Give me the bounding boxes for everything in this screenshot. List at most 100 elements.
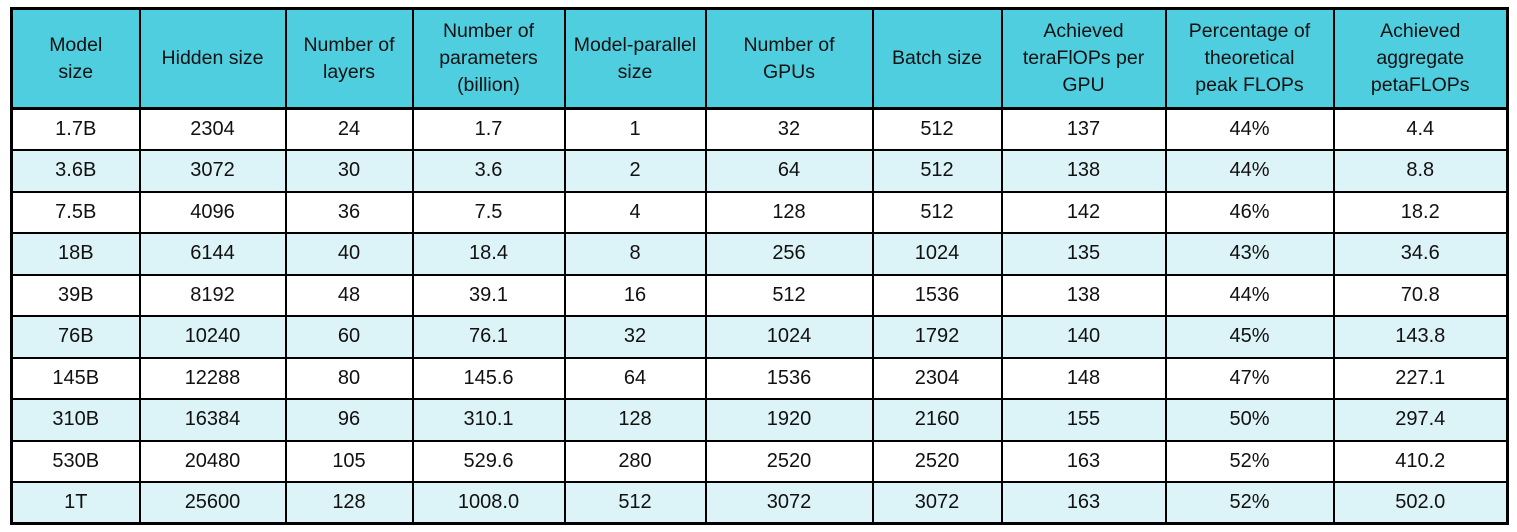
- table-cell: 2520: [871, 439, 1003, 483]
- table-cell: 512: [871, 190, 1003, 234]
- table-cell: 39B: [10, 273, 141, 317]
- column-header: Hidden size: [138, 7, 287, 110]
- table-cell: 410.2: [1332, 439, 1509, 483]
- table-cell: 140: [1000, 315, 1167, 359]
- table-cell: 145.6: [411, 356, 566, 400]
- table-cell: 3.6: [411, 149, 566, 193]
- table-cell: 227.1: [1332, 356, 1509, 400]
- table-cell: 142: [1000, 190, 1167, 234]
- table-cell: 16: [563, 273, 707, 317]
- table-cell: 8.8: [1332, 149, 1509, 193]
- table-cell: 43%: [1164, 232, 1335, 276]
- column-header: Model-parallel size: [563, 7, 707, 110]
- table-row: 39B 8192 48 39.1 16 512 1536 138 44% 70.8: [10, 273, 1509, 317]
- table-cell: 2520: [704, 439, 874, 483]
- table-cell: 4: [563, 190, 707, 234]
- table-cell: 32: [563, 315, 707, 359]
- table-cell: 4096: [138, 190, 287, 234]
- model-scaling-table: Model size Hidden size Number of layers Num…: [10, 7, 1509, 525]
- table-cell: 3072: [704, 481, 874, 525]
- table-cell: 297.4: [1332, 398, 1509, 442]
- table-cell: 16384: [138, 398, 287, 442]
- column-header: Achieved aggregate petaFLOPs: [1332, 7, 1509, 110]
- table-cell: 1536: [704, 356, 874, 400]
- table-cell: 64: [704, 149, 874, 193]
- table-cell: 135: [1000, 232, 1167, 276]
- table-row: 18B 6144 40 18.4 8 256 1024 135 43% 34.6: [10, 232, 1509, 276]
- table-cell: 1008.0: [411, 481, 566, 525]
- table-cell: 256: [704, 232, 874, 276]
- column-header: Batch size: [871, 7, 1003, 110]
- table-cell: 163: [1000, 439, 1167, 483]
- table-cell: 18.4: [411, 232, 566, 276]
- table-cell: 1536: [871, 273, 1003, 317]
- table-cell: 3072: [138, 149, 287, 193]
- table-cell: 137: [1000, 107, 1167, 151]
- table-cell: 1024: [704, 315, 874, 359]
- table-cell: 7.5: [411, 190, 566, 234]
- table-cell: 155: [1000, 398, 1167, 442]
- table-cell: 529.6: [411, 439, 566, 483]
- table-cell: 128: [563, 398, 707, 442]
- table-cell: 530B: [10, 439, 141, 483]
- table-cell: 145B: [10, 356, 141, 400]
- table-cell: 50%: [1164, 398, 1335, 442]
- table-cell: 25600: [138, 481, 287, 525]
- table-cell: 32: [704, 107, 874, 151]
- table-cell: 280: [563, 439, 707, 483]
- table-cell: 8: [563, 232, 707, 276]
- column-header: Percentage of theoretical peak FLOPs: [1164, 7, 1335, 110]
- header-row: Model size Hidden size Number of layers Num…: [10, 7, 1509, 110]
- table-cell: 80: [284, 356, 414, 400]
- table-cell: 128: [704, 190, 874, 234]
- table-cell: 44%: [1164, 107, 1335, 151]
- table-row: 530B 20480 105 529.6 280 2520 2520 163 52% 410.2: [10, 439, 1509, 483]
- table-cell: 48: [284, 273, 414, 317]
- table-cell: 310B: [10, 398, 141, 442]
- table-row: 3.6B 3072 30 3.6 2 64 512 138 44% 8.8: [10, 149, 1509, 193]
- table-body: 1.7B 2304 24 1.7 1 32 512 137 44% 4.4 3.6B 3072 30 3.…: [10, 107, 1509, 525]
- table-cell: 1024: [871, 232, 1003, 276]
- table-cell: 2304: [138, 107, 287, 151]
- table-cell: 34.6: [1332, 232, 1509, 276]
- table-row: 1.7B 2304 24 1.7 1 32 512 137 44% 4.4: [10, 107, 1509, 151]
- table-cell: 6144: [138, 232, 287, 276]
- table-cell: 1: [563, 107, 707, 151]
- table-cell: 44%: [1164, 149, 1335, 193]
- table-cell: 148: [1000, 356, 1167, 400]
- column-header: Achieved teraFlOPs per GPU: [1000, 7, 1167, 110]
- table-cell: 76.1: [411, 315, 566, 359]
- table-cell: 10240: [138, 315, 287, 359]
- table-cell: 1792: [871, 315, 1003, 359]
- column-header: Number of layers: [284, 7, 414, 110]
- table-cell: 47%: [1164, 356, 1335, 400]
- table-cell: 512: [871, 149, 1003, 193]
- table-cell: 502.0: [1332, 481, 1509, 525]
- table-cell: 44%: [1164, 273, 1335, 317]
- table-cell: 36: [284, 190, 414, 234]
- table-cell: 96: [284, 398, 414, 442]
- table-cell: 12288: [138, 356, 287, 400]
- table-cell: 52%: [1164, 439, 1335, 483]
- table-cell: 24: [284, 107, 414, 151]
- table-cell: 40: [284, 232, 414, 276]
- table-cell: 45%: [1164, 315, 1335, 359]
- table-row: 145B 12288 80 145.6 64 1536 2304 148 47% 227.1: [10, 356, 1509, 400]
- table-cell: 7.5B: [10, 190, 141, 234]
- table-row: 1T 25600 128 1008.0 512 3072 3072 163 52% 502.0: [10, 481, 1509, 525]
- table-cell: 60: [284, 315, 414, 359]
- table-row: 310B 16384 96 310.1 128 1920 2160 155 50% 297.4: [10, 398, 1509, 442]
- table-cell: 1.7: [411, 107, 566, 151]
- table-cell: 52%: [1164, 481, 1335, 525]
- table-cell: 70.8: [1332, 273, 1509, 317]
- table-cell: 2160: [871, 398, 1003, 442]
- table-cell: 8192: [138, 273, 287, 317]
- table-cell: 138: [1000, 273, 1167, 317]
- table-cell: 46%: [1164, 190, 1335, 234]
- table-cell: 2: [563, 149, 707, 193]
- table-cell: 3.6B: [10, 149, 141, 193]
- column-header: Number of GPUs: [704, 7, 874, 110]
- column-header: Model size: [10, 7, 141, 110]
- table-cell: 64: [563, 356, 707, 400]
